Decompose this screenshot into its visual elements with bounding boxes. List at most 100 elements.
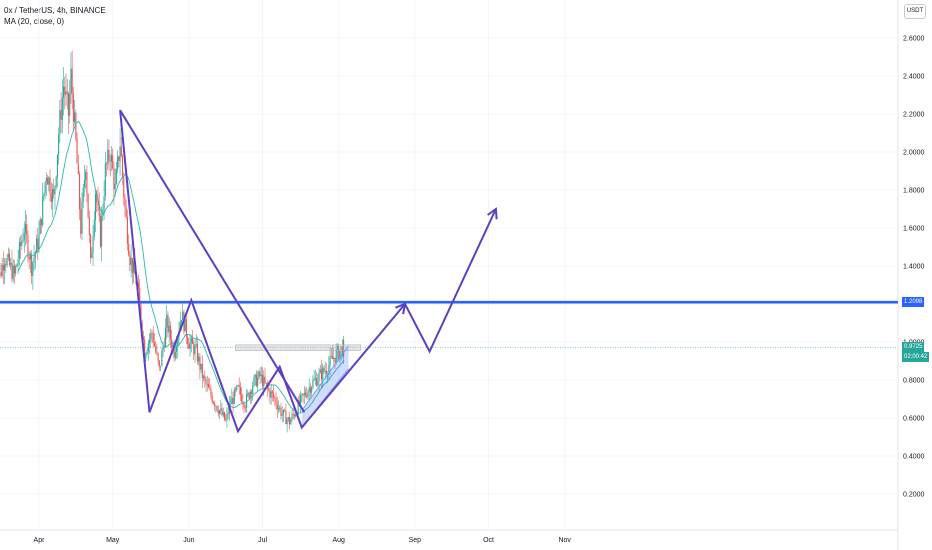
candle-body [280,407,282,416]
candle-body [90,234,92,258]
candle-body [227,413,229,415]
candle-body [271,391,273,394]
candle-body [172,345,174,348]
candle-body [328,365,330,374]
candle-body [182,311,184,321]
candle-body [113,168,115,190]
candle-body [26,224,28,236]
candle-body [248,392,250,399]
candle-body [21,240,23,246]
candle-body [311,387,313,393]
price-range-box [235,344,362,351]
candle-body [42,196,44,225]
candle-body [188,343,190,349]
candle-body [156,351,158,354]
candle-body [318,372,320,381]
candle-body [70,68,72,94]
candle-body [184,319,186,332]
candle-body [56,154,58,177]
candle-body [93,219,95,237]
candle-body [244,407,246,408]
indicator-label: MA (20, close, 0) [4,17,65,26]
candle-body [17,259,19,265]
candle-body [74,112,76,122]
candle-body [148,339,151,344]
candle-body [301,394,303,396]
candle-body [209,387,211,389]
candle-body [72,94,74,122]
x-tick-label: May [106,537,120,544]
candle-body [43,193,45,197]
candle-body [309,387,311,393]
candle-body [51,189,54,202]
candle-body [109,160,111,162]
candle-body [217,410,219,414]
candle-body [37,238,39,250]
candle-body [174,351,176,358]
candle-body [222,412,224,416]
candle-body [69,93,71,116]
candle-body [142,336,144,340]
candle-body [107,149,109,165]
currency-unit-button[interactable]: USDT [904,4,926,19]
candle-body [97,202,99,205]
candle-body [246,394,248,408]
candle-body [270,391,272,398]
candle-body [2,264,4,271]
candle-body [206,384,208,385]
candle-body [268,388,270,391]
candle-body [33,257,35,263]
candle-body [211,395,213,403]
candle-body [254,374,256,378]
candle-body [102,209,104,216]
candle-body [112,155,114,169]
candle-body [333,357,335,359]
candle-body [334,357,336,363]
bar-countdown-badge: 02:00:42 [902,352,930,363]
candle-body [238,385,240,387]
candle-body [167,314,169,333]
candle-body [123,176,125,197]
candle-body [119,146,121,161]
candle-body [330,356,332,357]
candle-body [306,395,308,397]
candle-body [314,378,316,380]
candle-body [120,146,122,157]
candle-body [205,379,207,385]
moving-average-line [17,120,344,414]
candle-body [114,183,116,190]
y-tick-label: 2.0000 [903,150,925,157]
candle-body [212,402,214,404]
candle-body [203,376,205,378]
candle-body [164,327,167,347]
candle-body [204,376,206,380]
y-tick-label: 2.6000 [903,36,925,43]
candle-body [87,193,89,218]
candle-body [339,350,341,359]
chart-title: 0x / TetherUS, 4h, BINANCE [4,6,106,15]
candle-body [269,390,271,398]
candle-body [98,204,100,216]
candle-body [336,346,339,351]
candle-body [66,91,68,94]
candle-body [11,262,13,280]
candle-body [49,177,51,195]
candle-body [338,346,340,359]
x-tick-label: Apr [34,537,46,544]
candle-body [65,91,67,96]
candle-body [48,177,50,185]
candle-body [103,195,105,210]
candle-body [176,347,178,352]
candle-body [80,209,82,234]
y-tick-label: 1.6000 [903,226,925,233]
candle-body [220,408,222,411]
candle-body [99,215,101,247]
candle-body [308,387,310,392]
candle-body [259,371,261,377]
candle-body [185,319,187,338]
candle-body [38,234,40,250]
candle-body [289,417,291,425]
candle-body [133,260,135,273]
candle-body [108,149,110,161]
